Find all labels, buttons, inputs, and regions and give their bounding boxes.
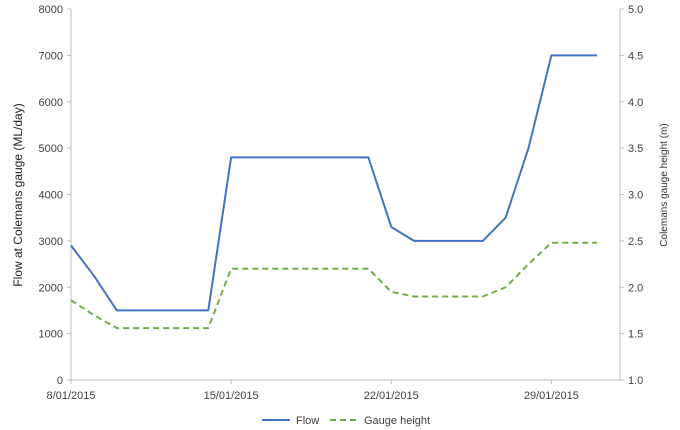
x-tick-label: 8/01/2015 — [47, 390, 96, 402]
right-tick-label: 2.5 — [628, 236, 643, 248]
right-tick-label: 4.5 — [628, 50, 643, 62]
x-tick-label: 15/01/2015 — [204, 390, 259, 402]
right-tick-label: 1.0 — [628, 375, 643, 387]
right-tick-label: 3.5 — [628, 143, 643, 155]
right-tick-label: 3.0 — [628, 190, 643, 202]
left-tick-label: 6000 — [39, 97, 63, 109]
legend: Flow Gauge height — [262, 415, 430, 427]
right-y-axis: 1.0 1.5 2.0 2.5 3.0 3.5 4.0 4.5 5.0 — [620, 4, 643, 387]
legend-flow-label: Flow — [296, 415, 319, 427]
x-tick-label: 29/01/2015 — [524, 390, 579, 402]
legend-gauge-label: Gauge height — [364, 415, 430, 427]
left-tick-label: 5000 — [39, 143, 63, 155]
right-tick-label: 1.5 — [628, 329, 643, 341]
series-layer — [70, 54, 598, 330]
left-tick-label: 0 — [57, 375, 63, 387]
right-tick-label: 5.0 — [628, 4, 643, 16]
left-tick-label: 4000 — [39, 190, 63, 202]
x-tick-label: 22/01/2015 — [364, 390, 419, 402]
right-tick-label: 4.0 — [628, 97, 643, 109]
left-y-axis: 0 1000 2000 3000 4000 5000 6000 7000 8000 — [39, 4, 71, 387]
left-tick-label: 1000 — [39, 329, 63, 341]
left-tick-label: 3000 — [39, 236, 63, 248]
flow-line — [70, 54, 598, 312]
gauge-height-line — [70, 241, 598, 330]
right-axis-title: Colemans gauge height (m) — [659, 123, 670, 246]
right-tick-label: 2.0 — [628, 282, 643, 294]
plot-area — [70, 9, 621, 381]
left-axis-title: Flow at Colemans gauge (ML/day) — [11, 103, 25, 286]
left-tick-label: 8000 — [39, 4, 63, 16]
left-tick-label: 2000 — [39, 282, 63, 294]
x-axis: 8/01/2015 15/01/2015 22/01/2015 29/01/2015 — [47, 380, 579, 402]
left-tick-label: 7000 — [39, 50, 63, 62]
